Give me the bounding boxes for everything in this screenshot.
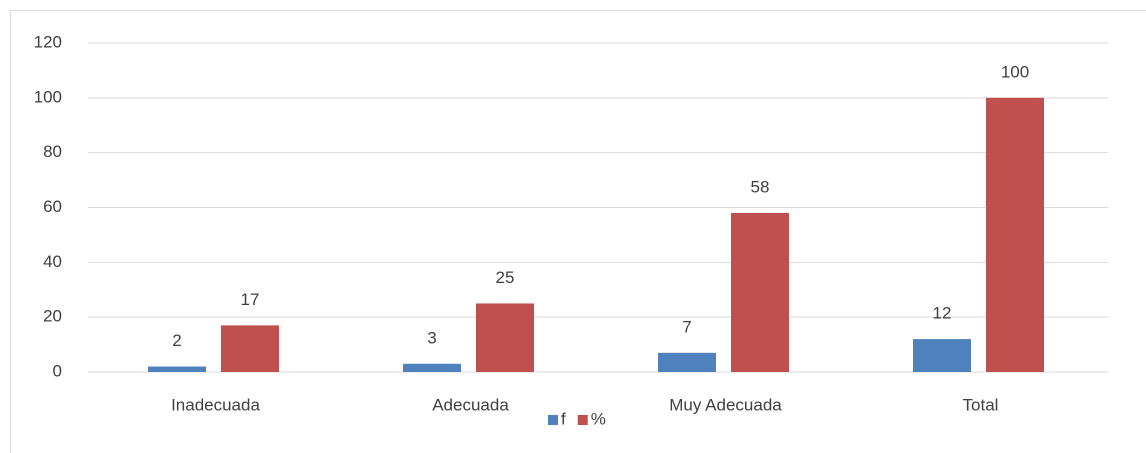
data-label: 2: [172, 331, 181, 350]
y-tick-label: 40: [43, 252, 62, 271]
x-tick-label: Total: [963, 395, 999, 414]
data-label: 100: [1001, 62, 1029, 81]
bar: [731, 212, 789, 372]
bar: [403, 363, 461, 372]
y-tick-label: 60: [43, 197, 62, 216]
data-label: 25: [496, 268, 515, 287]
data-label: 3: [427, 328, 436, 347]
legend-label: %: [591, 409, 606, 428]
y-tick-label: 120: [34, 32, 62, 51]
y-tick-label: 100: [34, 87, 62, 106]
bar: [986, 97, 1044, 372]
y-tick-label: 0: [53, 361, 62, 380]
bar: [658, 352, 716, 372]
x-tick-label: Muy Adecuada: [669, 395, 782, 414]
data-label: 7: [682, 317, 691, 336]
chart-frame: [10, 10, 1146, 453]
data-label: 12: [933, 304, 952, 323]
x-tick-label: Adecuada: [432, 395, 509, 414]
data-label: 58: [751, 177, 770, 196]
legend-swatch: [548, 415, 558, 425]
data-label: 17: [241, 290, 260, 309]
bar: [913, 339, 971, 372]
legend-label: f: [561, 409, 566, 428]
bar: [476, 303, 534, 372]
y-tick-label: 80: [43, 142, 62, 161]
bar: [148, 366, 206, 372]
bar: [221, 325, 279, 372]
legend-swatch: [577, 415, 588, 425]
x-tick-label: Inadecuada: [171, 395, 260, 414]
y-tick-label: 20: [43, 307, 62, 326]
